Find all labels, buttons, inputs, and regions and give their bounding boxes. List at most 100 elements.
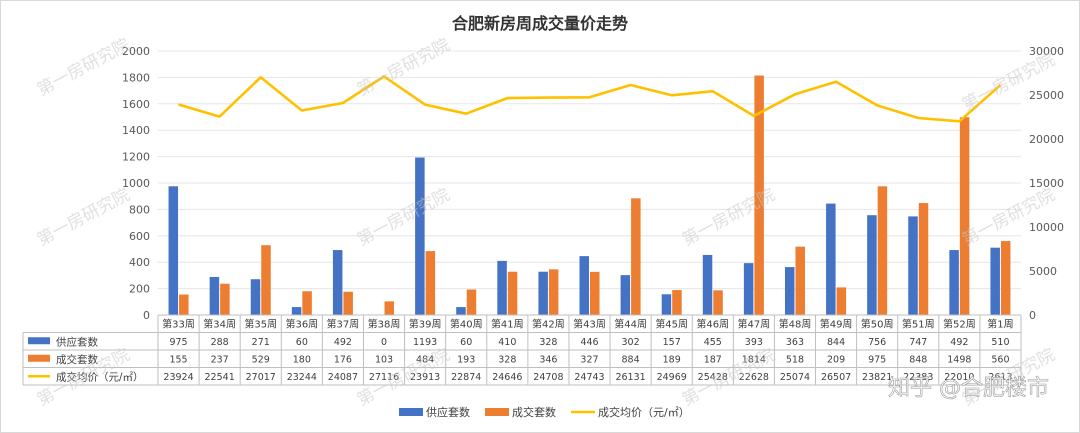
bar-deal [918, 203, 929, 315]
bar-supply [332, 250, 343, 315]
table-cell-value: 1193 [413, 337, 437, 348]
left-axis-tick-label: 800 [129, 203, 150, 216]
table-cell-value: 975 [169, 337, 187, 348]
bar-supply [538, 271, 548, 315]
table-cell-value: 271 [252, 337, 270, 348]
bar-deal [548, 269, 559, 315]
table-cell-value: 193 [457, 354, 475, 365]
bar-deal [754, 75, 764, 315]
table-cell-value: 1498 [947, 354, 971, 365]
bar-supply [908, 216, 918, 315]
bar-deal [631, 198, 641, 315]
chart-title: 合肥新房周成交量价走势 [451, 14, 628, 33]
legend-label: 成交均价（元/㎡） [598, 405, 690, 419]
x-axis-category-label: 第43周 [573, 318, 606, 331]
right-axis-tick-label: 30000 [1029, 45, 1064, 58]
x-axis-category-label: 第50周 [861, 318, 894, 331]
table-cell-value: 328 [498, 354, 516, 365]
table-cell-value: 24087 [328, 372, 358, 383]
table-cell-value: 747 [909, 337, 927, 348]
x-axis-category-label: 第52周 [943, 318, 976, 331]
x-axis-category-label: 第35周 [244, 318, 277, 331]
bar-deal [795, 246, 805, 315]
price-line [178, 75, 1002, 123]
table-cell-value: 975 [868, 354, 886, 365]
bar-deal [384, 301, 395, 315]
watermark-text: 第一房研究院 [34, 185, 133, 251]
table-cell-value: 23821 [862, 372, 892, 383]
left-axis-tick-label: 1000 [122, 177, 150, 190]
table-cell-value: 155 [169, 354, 187, 365]
table-cell-value: 848 [909, 354, 927, 365]
bar-supply [415, 157, 425, 315]
bar-supply [990, 247, 1000, 315]
table-cell-value: 393 [745, 337, 763, 348]
bar-supply [826, 203, 836, 315]
table-cell-value: 24969 [657, 372, 687, 383]
bar-deal [425, 251, 436, 315]
x-axis-category-label: 第47周 [738, 318, 771, 331]
left-axis-tick-label: 1800 [122, 71, 150, 84]
table-legend-key [28, 354, 50, 362]
table-cell-value: 327 [580, 354, 598, 365]
table-cell-value: 560 [991, 354, 1009, 365]
left-axis-tick-label: 400 [129, 256, 150, 269]
x-axis-category-label: 第48周 [779, 318, 812, 331]
bar-deal [343, 291, 353, 315]
legend-label: 供应套数 [426, 405, 470, 419]
left-axis-tick-label: 200 [129, 283, 150, 296]
x-axis-category-label: 第44周 [614, 318, 647, 331]
table-cell-value: 25428 [698, 372, 728, 383]
bar-deal [1000, 241, 1011, 315]
table-cell-value: 60 [296, 337, 308, 348]
bar-supply [250, 279, 261, 315]
left-axis-tick-label: 1600 [122, 98, 150, 111]
bar-deal [302, 291, 312, 315]
x-axis-category-label: 第41周 [491, 318, 524, 331]
right-axis-tick-label: 10000 [1029, 221, 1064, 234]
table-row-label: 供应套数 [56, 335, 98, 348]
x-axis-category-label: 第42周 [532, 318, 565, 331]
table-cell-value: 884 [622, 354, 640, 365]
legend-label: 成交套数 [512, 405, 556, 419]
x-axis-category-label: 第36周 [285, 318, 318, 331]
table-cell-value: 22010 [944, 372, 974, 383]
table-cell-value: 346 [539, 354, 557, 365]
table-cell-value: 60 [460, 337, 472, 348]
bar-deal [672, 290, 682, 315]
watermark-text: 第一房研究院 [959, 185, 1058, 251]
table-cell-value: 27017 [246, 372, 276, 383]
table-row-label: 成交均价（元/㎡） [56, 370, 144, 383]
x-axis-category-label: 第38周 [368, 318, 401, 331]
table-cell-value: 328 [539, 337, 557, 348]
bar-deal [507, 271, 518, 315]
bar-deal [713, 290, 723, 315]
bar-supply [579, 256, 589, 315]
bar-supply [168, 186, 179, 315]
table-cell-value: 2613 [988, 372, 1012, 383]
table-cell-value: 410 [498, 337, 516, 348]
table-cell-value: 23244 [287, 372, 317, 383]
table-cell-value: 0 [381, 337, 387, 348]
bar-supply [661, 294, 672, 315]
bar-supply [784, 267, 795, 315]
table-cell-value: 26131 [615, 372, 645, 383]
bar-supply [743, 263, 754, 315]
table-cell-value: 844 [827, 337, 845, 348]
table-cell-value: 25074 [780, 372, 810, 383]
legend-key [399, 408, 423, 416]
bar-deal [959, 117, 970, 315]
x-axis-category-label: 第40周 [450, 318, 483, 331]
x-axis-category-label: 第1周 [987, 318, 1013, 331]
x-axis-category-label: 第51周 [902, 318, 935, 331]
table-cell-value: 23913 [410, 372, 440, 383]
table-cell-value: 288 [211, 337, 229, 348]
bar-deal [261, 245, 271, 315]
watermark-text: 第一房研究院 [354, 185, 453, 251]
bar-deal [179, 294, 189, 315]
table-cell-value: 492 [334, 337, 352, 348]
bar-supply [456, 307, 466, 315]
bar-supply [702, 254, 713, 315]
